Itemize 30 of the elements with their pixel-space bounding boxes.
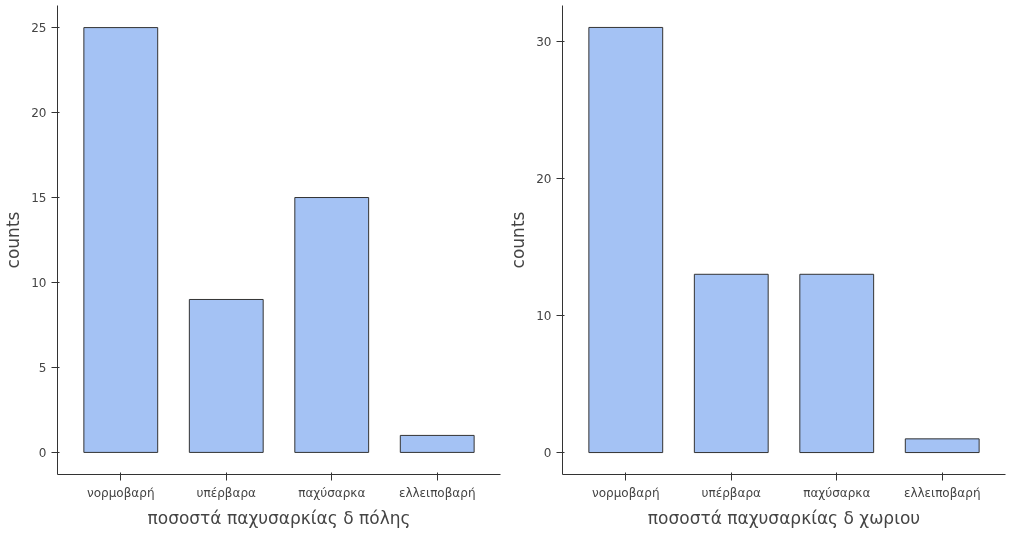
x-tick-label: ελλειποβαρή: [398, 485, 476, 500]
x-axis-title: ποσοστά παχυσαρκίας δ πόλης: [147, 507, 411, 528]
y-tick-label: 30: [536, 34, 552, 49]
y-tick-label: 25: [31, 21, 47, 36]
y-tick-label: 0: [543, 446, 552, 461]
bar: [693, 273, 769, 454]
y-tick-label: 20: [536, 171, 552, 186]
x-tick-label: παχύσαρκα: [803, 485, 871, 500]
y-axis-title: counts: [508, 211, 529, 269]
y-axis-title: counts: [3, 211, 24, 269]
bar: [904, 438, 980, 454]
x-axis-title: ποσοστά παχυσαρκίας δ χωριου: [647, 507, 921, 528]
bar: [799, 273, 875, 454]
y-tick-label: 10: [536, 308, 552, 323]
x-tick-label: νορμοβαρή: [592, 485, 660, 500]
x-tick-label: νορμοβαρή: [87, 485, 155, 500]
y-tick-label: 5: [38, 360, 47, 375]
bar: [188, 298, 264, 453]
y-tick-label: 0: [38, 445, 47, 460]
y-tick-label: 15: [31, 191, 47, 206]
x-tick-label: υπέρβαρα: [196, 485, 257, 500]
x-tick-label: παχύσαρκα: [298, 485, 366, 500]
bar: [588, 26, 664, 454]
bar: [399, 434, 475, 453]
bar: [294, 197, 370, 453]
y-tick-label: 20: [31, 106, 47, 121]
x-tick-label: υπέρβαρα: [701, 485, 762, 500]
bar: [83, 27, 159, 453]
y-tick-label: 10: [31, 275, 47, 290]
x-tick-label: ελλειποβαρή: [903, 485, 981, 500]
